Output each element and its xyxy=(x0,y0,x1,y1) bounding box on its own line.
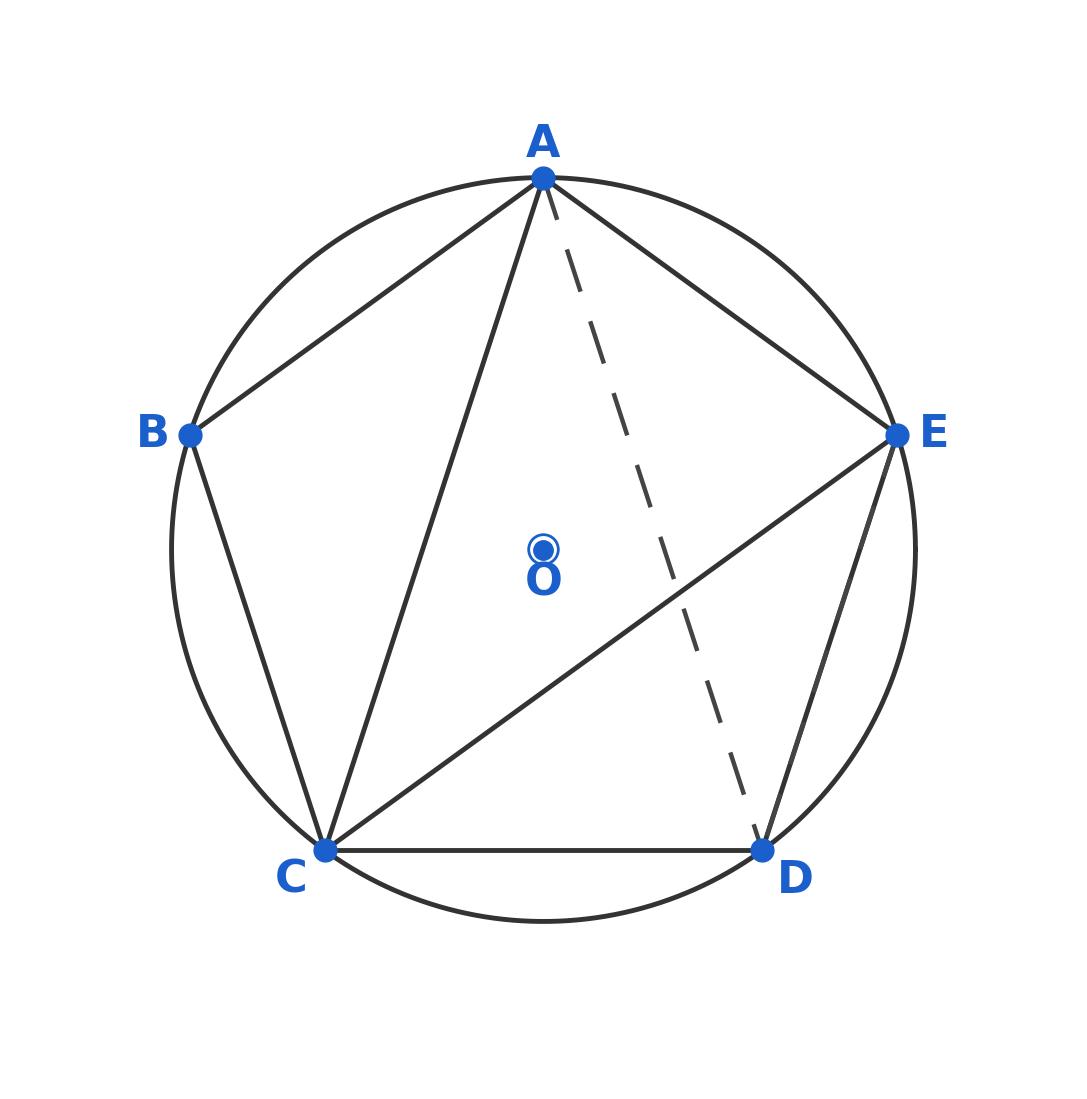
Point xyxy=(535,541,552,558)
Point xyxy=(535,541,552,558)
Point xyxy=(888,425,905,443)
Text: D: D xyxy=(777,858,814,901)
Point xyxy=(182,425,199,443)
Text: B: B xyxy=(136,413,170,456)
Text: A: A xyxy=(526,123,561,166)
Point xyxy=(753,842,771,859)
Text: C: C xyxy=(275,858,308,901)
Text: E: E xyxy=(920,413,950,456)
Text: O: O xyxy=(525,562,562,604)
Point xyxy=(535,169,552,187)
Point xyxy=(316,842,334,859)
